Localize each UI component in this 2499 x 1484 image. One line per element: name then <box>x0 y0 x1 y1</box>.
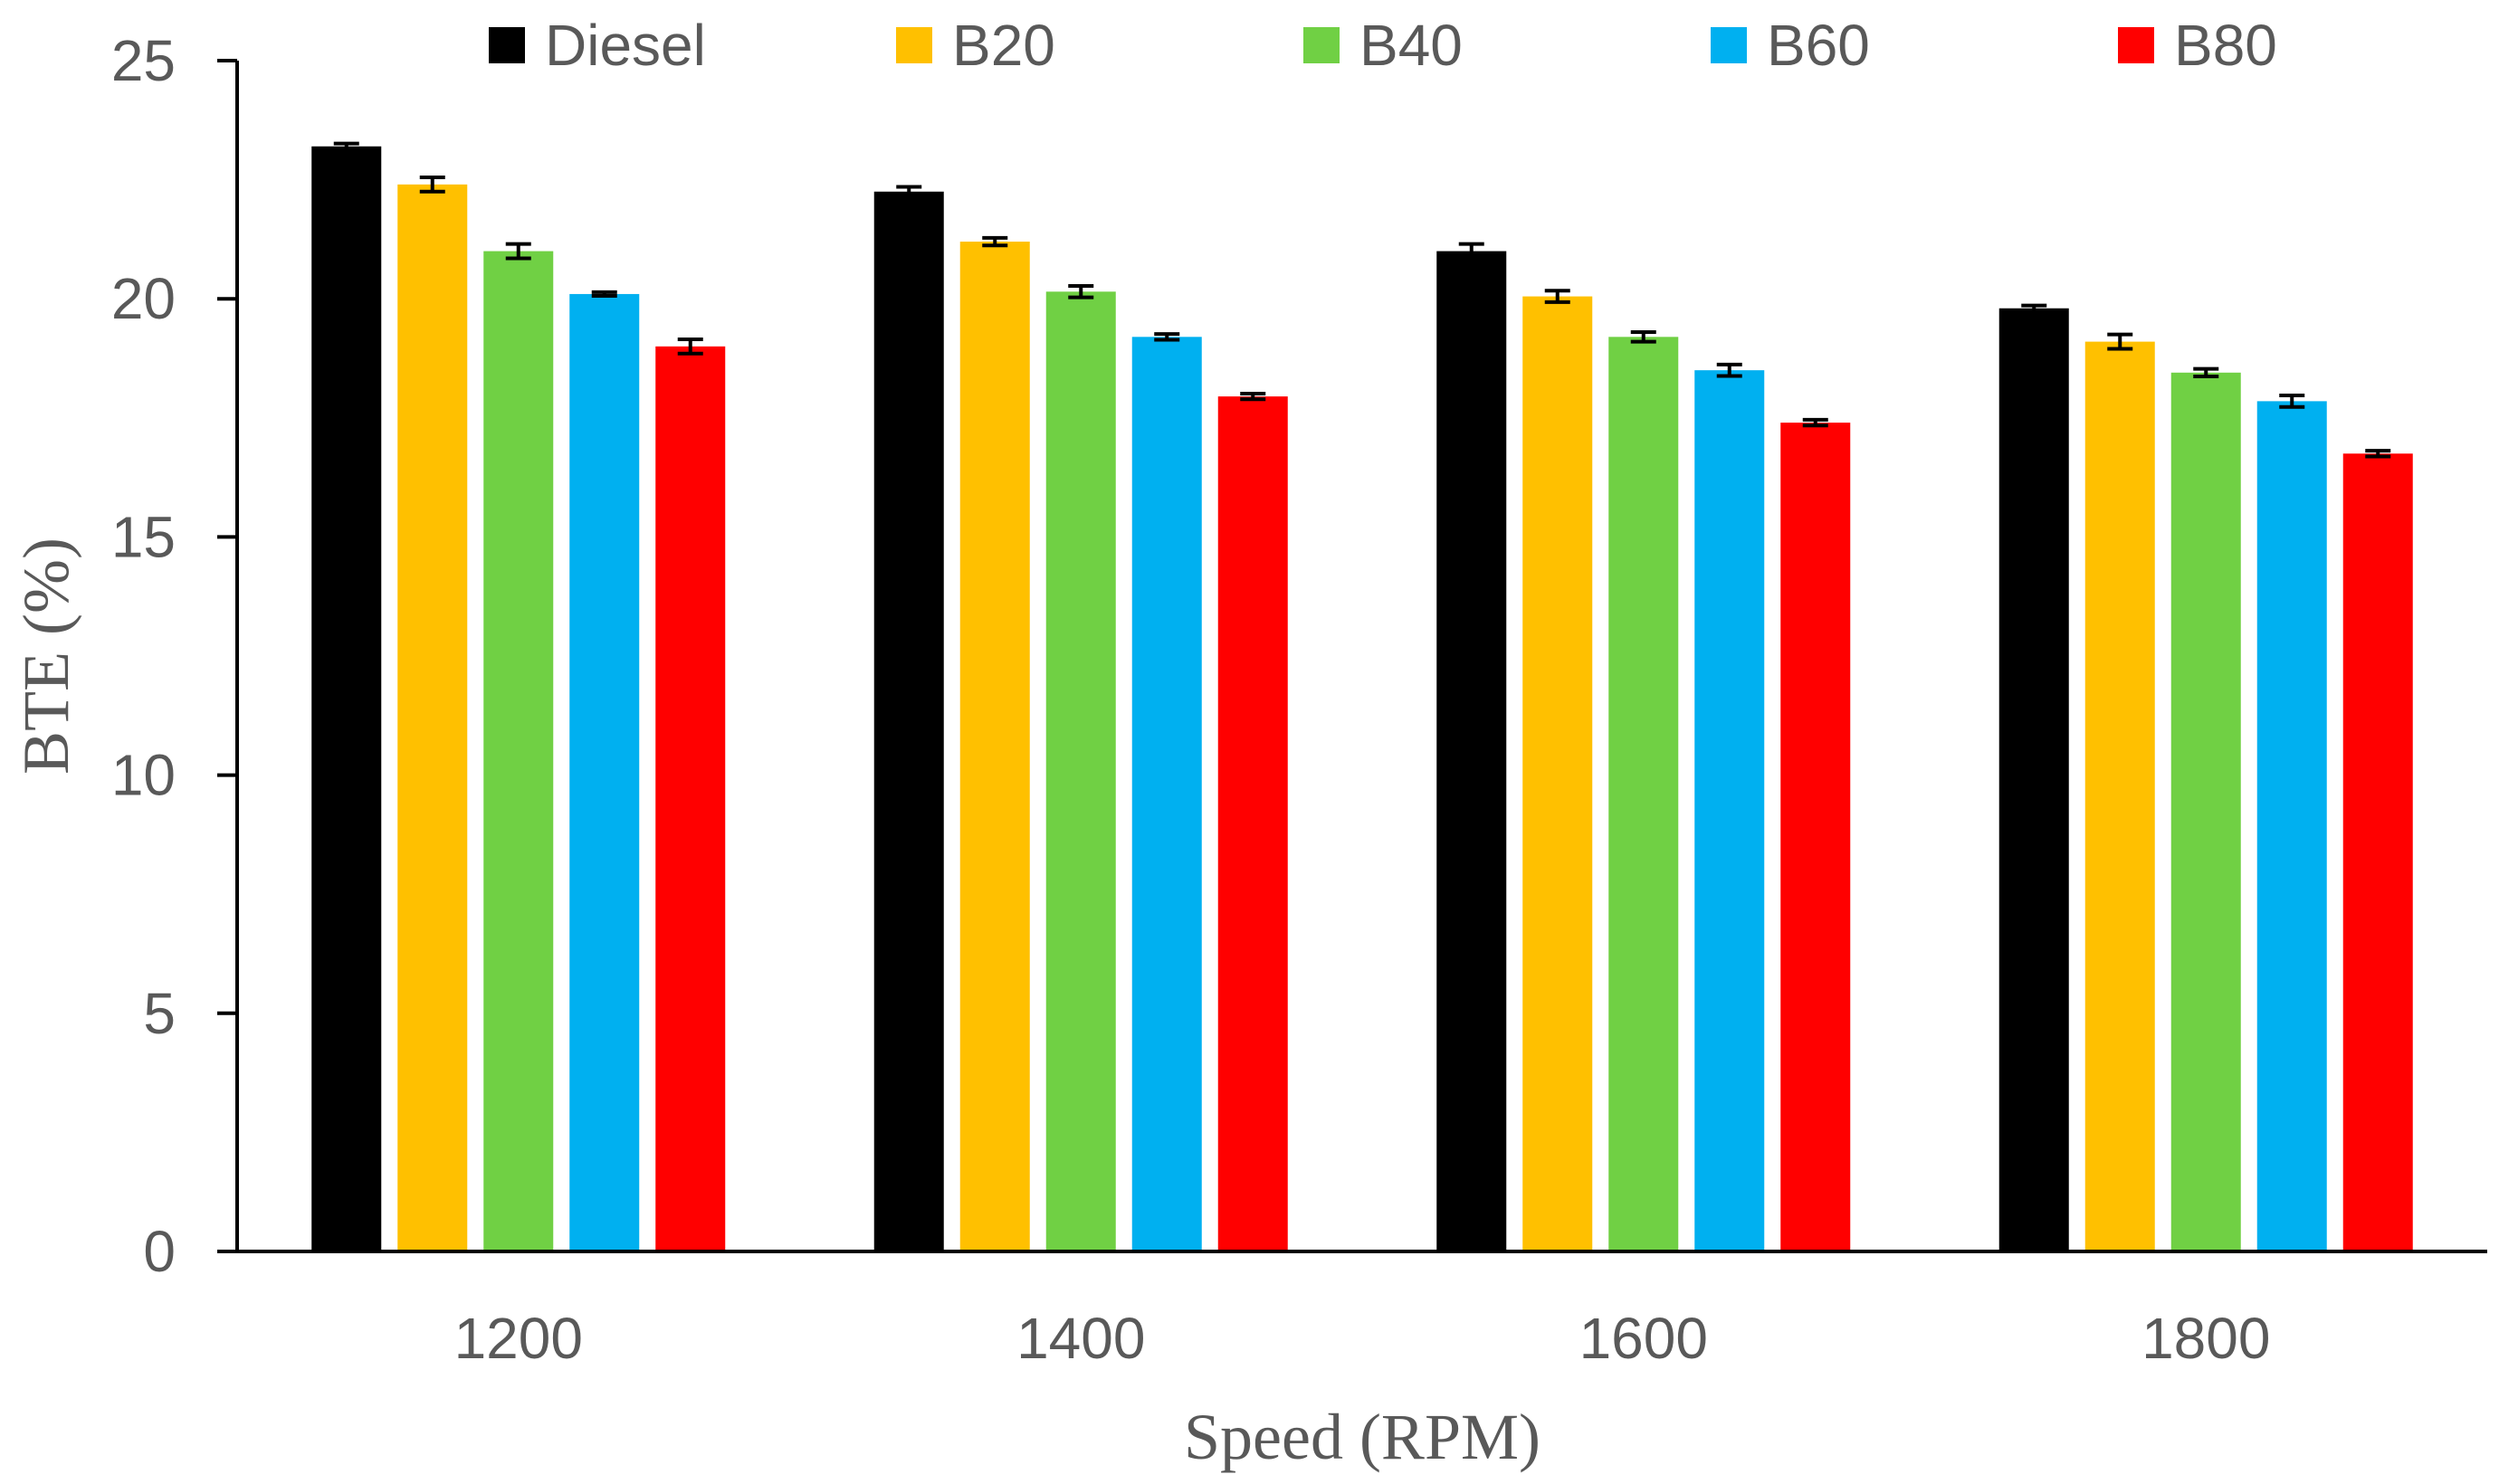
axes-group <box>235 61 2487 1253</box>
bar-b60-1600 <box>1694 370 1765 1251</box>
x-axis-title: Speed (RPM) <box>1184 1401 1540 1473</box>
legend-swatch-diesel <box>489 27 525 63</box>
bar-b20-1200 <box>397 184 468 1251</box>
bar-b80-1200 <box>655 346 726 1252</box>
y-axis-ticks: 0 5 10 15 20 25 <box>111 28 237 1284</box>
bar-b40-1400 <box>1045 291 1116 1252</box>
x-tick-label: 1600 <box>1579 1306 1708 1371</box>
legend-label-b80: B80 <box>2174 13 2277 78</box>
y-tick-label: 5 <box>143 981 176 1046</box>
bar-diesel-1200 <box>311 146 382 1252</box>
legend-label-b20: B20 <box>952 13 1055 78</box>
legend-label-diesel: Diesel <box>545 13 706 78</box>
x-tick-label: 1200 <box>454 1306 583 1371</box>
legend-swatch-b40 <box>1303 27 1340 63</box>
bar-b40-1600 <box>1608 337 1679 1251</box>
legend-swatch-b20 <box>896 27 932 63</box>
bar-diesel-1400 <box>873 191 944 1251</box>
bars-group <box>311 146 2413 1252</box>
legend-swatch-b60 <box>1711 27 1747 63</box>
bar-b80-1600 <box>1780 423 1851 1252</box>
legend-label-b40: B40 <box>1359 13 1463 78</box>
x-axis-ticks: 1200 1400 1600 1800 <box>454 1306 2271 1371</box>
bar-b80-1800 <box>2342 453 2413 1251</box>
x-tick-label: 1400 <box>1016 1306 1145 1371</box>
bar-b60-1200 <box>569 293 640 1251</box>
bar-b20-1600 <box>1522 296 1593 1251</box>
bar-b80-1400 <box>1217 396 1288 1251</box>
legend-label-b60: B60 <box>1767 13 1870 78</box>
error-bars-group <box>333 141 2391 459</box>
bar-b20-1800 <box>2084 341 2155 1251</box>
y-tick-label: 10 <box>111 743 176 808</box>
legend-swatch-b80 <box>2118 27 2154 63</box>
bar-b60-1800 <box>2256 401 2327 1252</box>
bar-diesel-1600 <box>1436 251 1507 1251</box>
y-tick-label: 20 <box>111 266 176 331</box>
y-tick-label: 25 <box>111 28 176 93</box>
bar-b20-1400 <box>959 242 1030 1252</box>
y-tick-label: 15 <box>111 504 176 569</box>
bar-diesel-1800 <box>1998 308 2069 1251</box>
bar-b40-1800 <box>2170 372 2241 1251</box>
bar-b60-1400 <box>1131 337 1202 1251</box>
bar-b40-1200 <box>483 251 554 1251</box>
legend: Diesel B20 B40 B60 B80 <box>489 13 2277 78</box>
y-tick-label: 0 <box>143 1219 176 1284</box>
x-tick-label: 1800 <box>2141 1306 2270 1371</box>
y-axis-title: BTE (%) <box>10 537 82 775</box>
